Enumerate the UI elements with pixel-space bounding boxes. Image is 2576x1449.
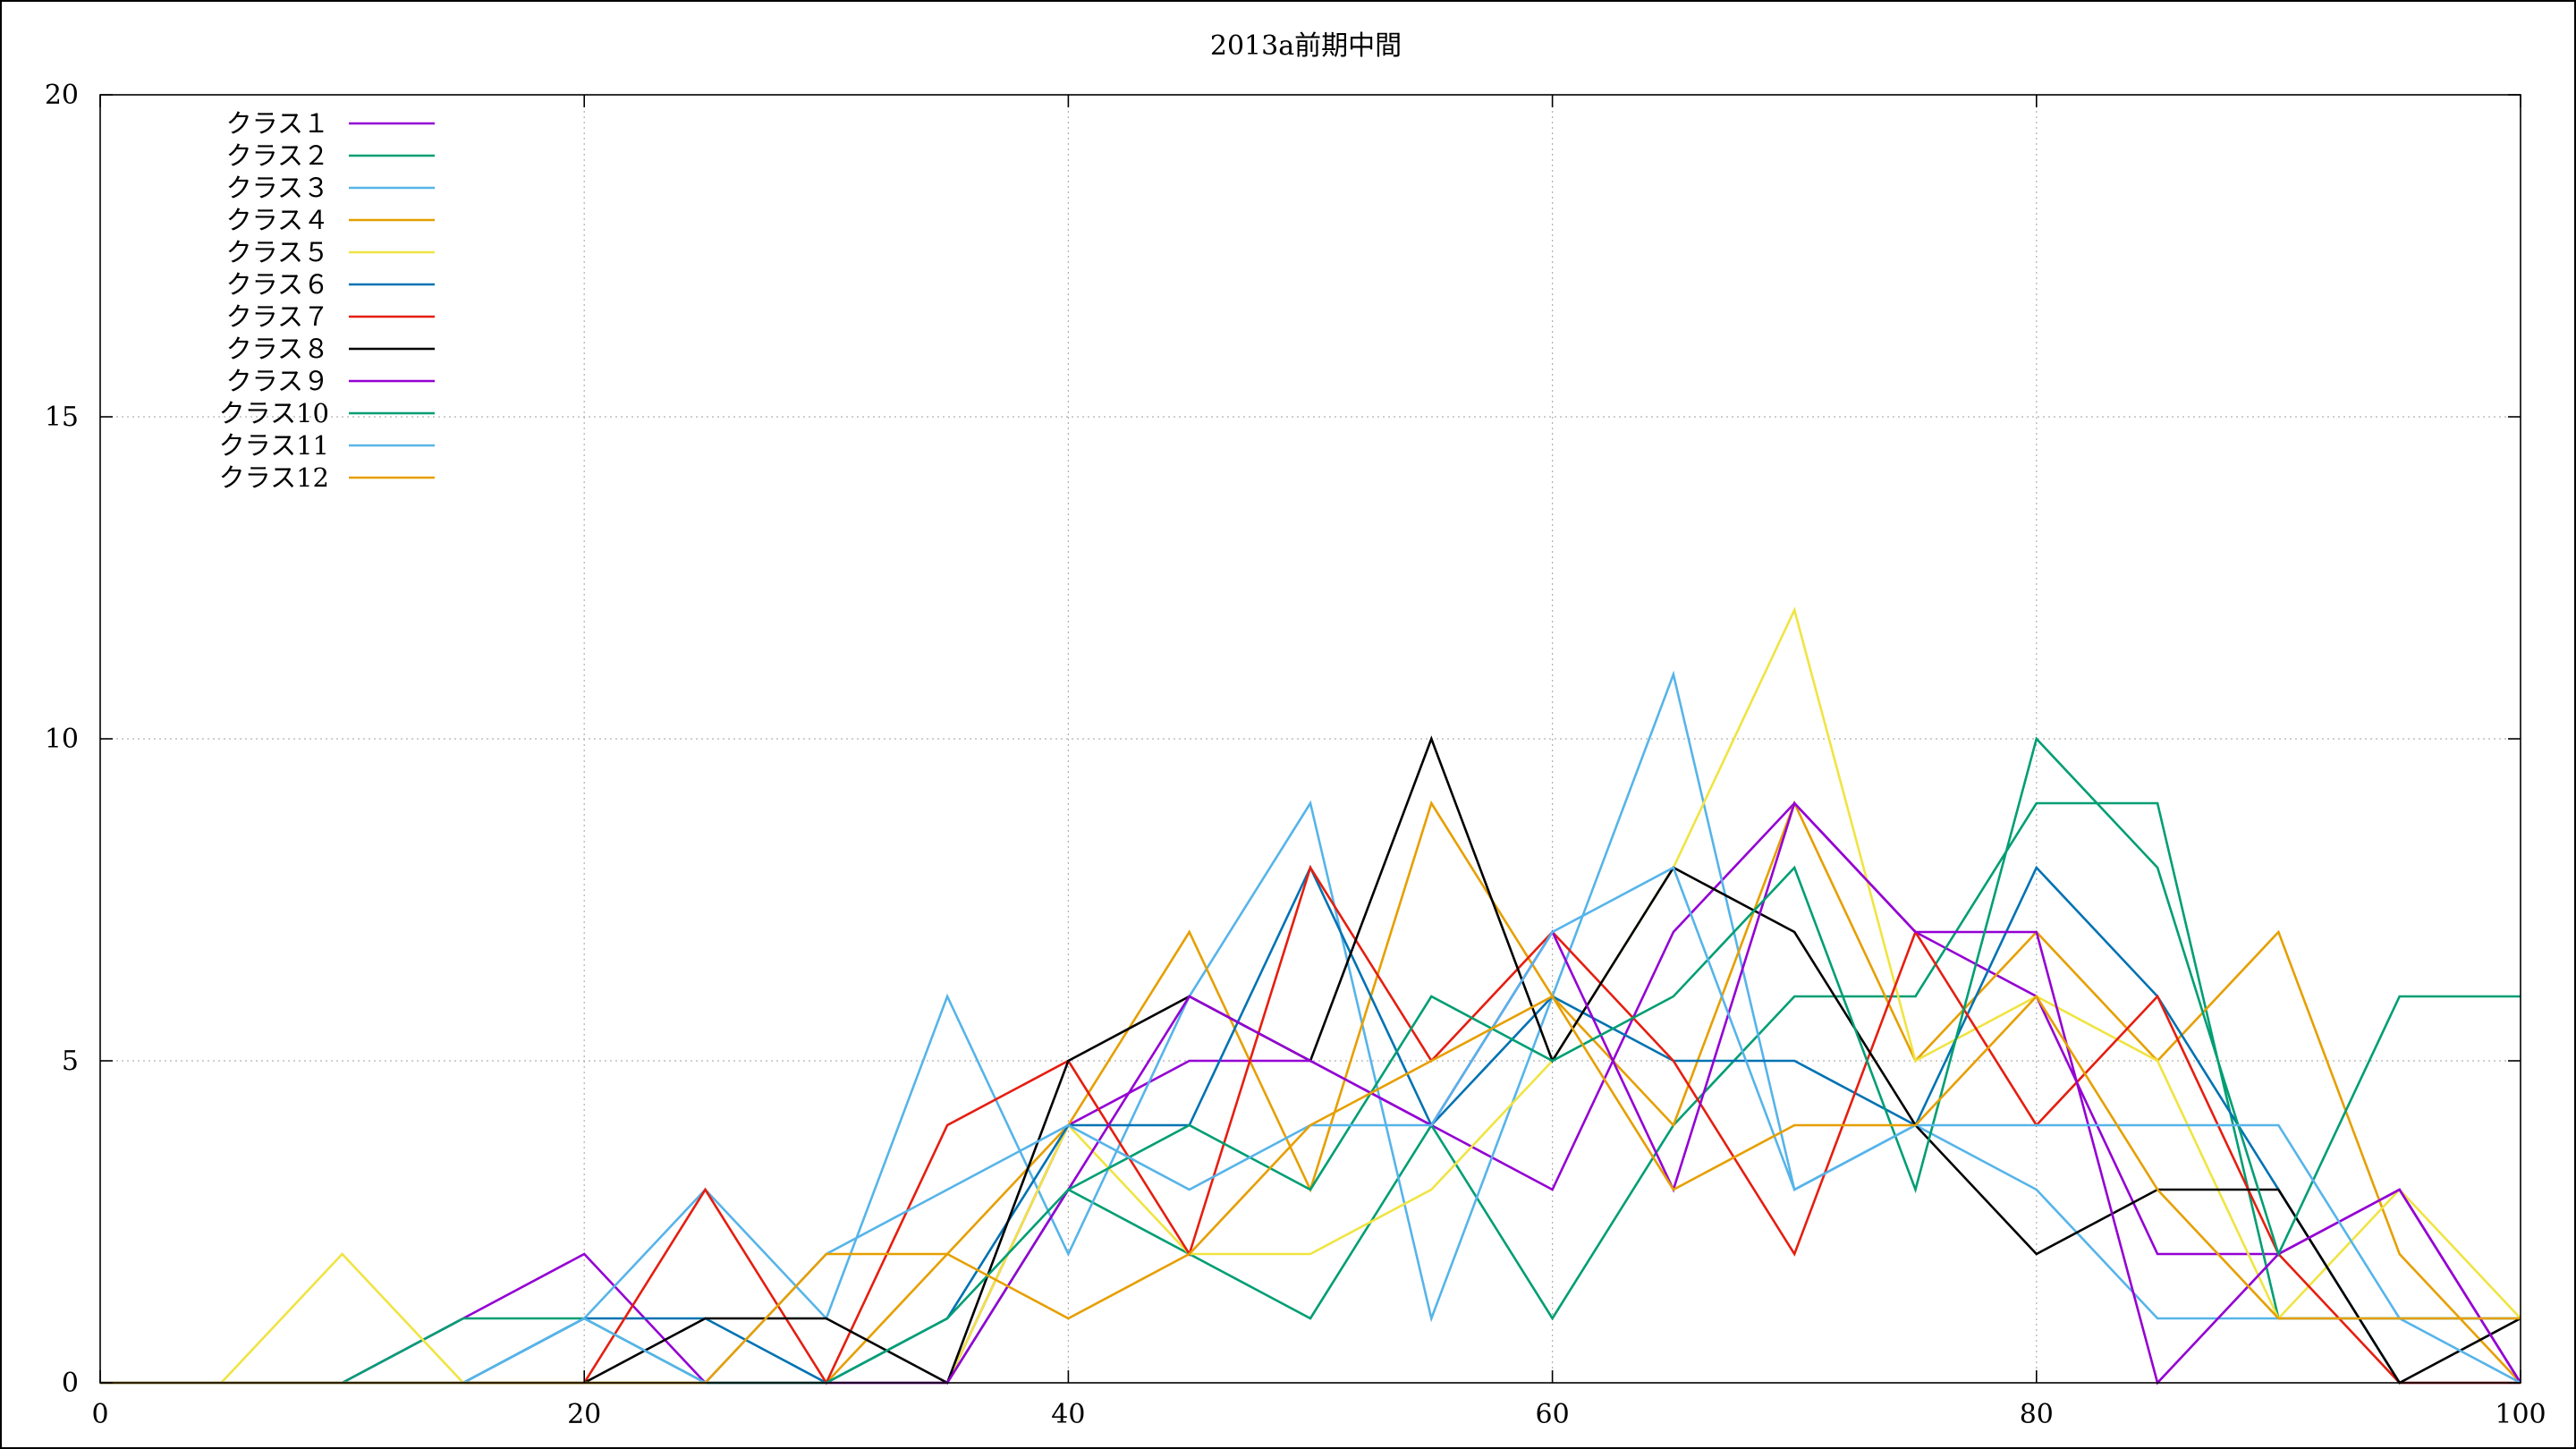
legend-label: クラス５ <box>226 237 329 267</box>
legend-label: クラス８ <box>226 334 329 364</box>
y-tick-label: 5 <box>62 1046 79 1077</box>
chart-title: 2013a前期中間 <box>1210 30 1402 62</box>
axis-ticks: 0 20 40 60 80 100 0 5 10 15 20 <box>45 80 2546 1430</box>
legend: クラス１クラス２クラス３クラス４クラス５クラス６クラス７クラス８クラス９クラス1… <box>219 108 435 493</box>
series-line-2 <box>100 801 2521 1385</box>
y-tick-label: 10 <box>45 724 79 755</box>
legend-label: クラス６ <box>226 269 329 300</box>
legend-label: クラス４ <box>226 205 329 235</box>
legend-label: クラス３ <box>226 173 329 203</box>
legend-label: クラス10 <box>219 398 329 428</box>
x-tick-label: 40 <box>1051 1399 1085 1430</box>
legend-label: クラス２ <box>226 140 329 171</box>
legend-label: クラス７ <box>226 301 329 332</box>
legend-label: クラス11 <box>219 430 329 461</box>
x-tick-label: 100 <box>2495 1399 2546 1430</box>
x-tick-label: 0 <box>91 1399 108 1430</box>
legend-label: クラス１ <box>226 108 329 139</box>
y-tick-label: 20 <box>45 80 79 111</box>
y-tick-label: 15 <box>45 402 79 433</box>
x-tick-label: 80 <box>2020 1399 2054 1430</box>
grid-lines <box>100 95 2521 1383</box>
legend-label: クラス12 <box>219 462 329 493</box>
y-tick-label: 0 <box>62 1368 79 1399</box>
x-tick-label: 60 <box>1536 1399 1570 1430</box>
x-tick-label: 20 <box>567 1399 601 1430</box>
legend-label: クラス９ <box>226 366 329 396</box>
